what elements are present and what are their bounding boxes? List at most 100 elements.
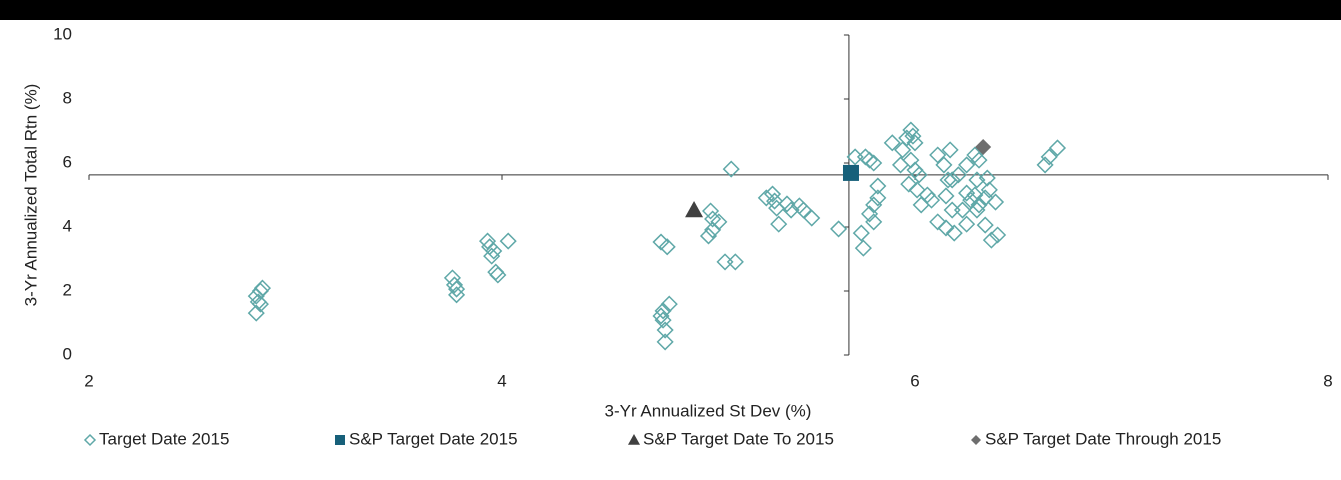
y-tick-label: 6 <box>63 152 72 171</box>
marker-diamond <box>1036 156 1054 174</box>
marker-diamond <box>929 146 947 164</box>
top-bar <box>0 0 1341 20</box>
marker-diamond <box>945 224 963 242</box>
x-tick-label: 4 <box>497 371 506 390</box>
marker-square <box>842 164 859 181</box>
marker-diamond <box>448 280 466 298</box>
marker-diamond <box>989 226 1007 244</box>
marker-diamond <box>976 189 994 207</box>
marker-diamond <box>716 253 734 271</box>
marker-triangle <box>685 201 704 218</box>
marker-diamond <box>778 195 796 213</box>
marker-diamond <box>912 196 930 214</box>
marker-diamond <box>483 247 501 265</box>
y-tick-label: 8 <box>63 88 72 107</box>
y-tick-label: 10 <box>53 24 72 43</box>
marker-diamond <box>908 181 926 199</box>
marker-diamond <box>782 201 800 219</box>
marker-diamond <box>1040 148 1058 166</box>
marker-diamond <box>654 302 672 320</box>
marker-diamond <box>726 253 744 271</box>
marker-diamond <box>652 307 670 325</box>
marker-diamond <box>949 166 967 184</box>
marker-diamond <box>958 156 976 174</box>
marker-diamond <box>846 148 864 166</box>
marker-diamond <box>1048 139 1067 157</box>
marker-diamond <box>941 141 959 159</box>
marker-diamond <box>830 220 848 238</box>
marker-diamond <box>699 227 718 245</box>
marker-diamond <box>918 186 936 204</box>
marker-diamond <box>986 193 1005 211</box>
marker-diamond <box>658 238 676 256</box>
marker-diamond <box>943 171 961 189</box>
y-tick-label: 2 <box>63 280 72 299</box>
legend-label: S&P Target Date To 2015 <box>643 429 834 448</box>
x-tick-label: 8 <box>1323 371 1332 390</box>
marker-diamond <box>489 266 507 284</box>
marker-diamond <box>766 192 784 210</box>
marker-diamond <box>251 295 269 313</box>
marker-diamond <box>906 134 924 152</box>
marker-diamond <box>803 209 821 227</box>
marker-diamond <box>485 242 503 260</box>
marker-diamond <box>968 201 986 219</box>
marker-diamond <box>487 263 505 281</box>
x-axis-title: 3-Yr Annualized St Dev (%) <box>605 401 812 420</box>
marker-diamond <box>894 141 912 159</box>
marker-diamond <box>768 199 786 217</box>
marker-diamond <box>757 189 775 207</box>
legend-label: S&P Target Date 2015 <box>349 429 518 448</box>
marker-diamond <box>922 191 941 209</box>
marker-diamond <box>937 187 955 205</box>
marker-diamond <box>869 177 887 195</box>
marker-diamond <box>962 191 980 209</box>
legend-marker <box>628 434 640 445</box>
marker-diamond <box>710 213 728 231</box>
y-tick-label: 0 <box>63 344 72 363</box>
marker-diamond <box>958 215 976 233</box>
marker-diamond <box>982 231 1000 249</box>
x-tick-label: 2 <box>84 371 93 390</box>
marker-diamond <box>852 224 870 242</box>
marker-diamond <box>943 201 961 219</box>
marker-diamond <box>704 221 722 239</box>
marker-diamond <box>883 134 901 152</box>
marker-diamond <box>968 171 986 189</box>
marker-diamond <box>770 215 788 233</box>
marker-diamond <box>499 232 517 250</box>
marker-diamond <box>656 321 674 339</box>
marker-diamond <box>891 156 910 174</box>
marker-diamond <box>980 181 998 199</box>
marker-diamond <box>976 216 994 234</box>
y-axis-title: 3-Yr Annualized Total Rtn (%) <box>21 84 40 307</box>
marker-diamond <box>854 239 872 257</box>
marker-diamond <box>865 154 883 172</box>
marker-diamond <box>970 151 988 169</box>
marker-diamond <box>910 166 928 184</box>
legend-label: Target Date 2015 <box>99 429 229 448</box>
marker-diamond <box>702 202 720 220</box>
marker-diamond <box>763 185 782 203</box>
marker-diamond <box>869 189 887 207</box>
marker-diamond <box>953 201 972 219</box>
marker-diamond <box>935 156 953 174</box>
marker-diamond <box>865 213 883 231</box>
legend-label: S&P Target Date Through 2015 <box>985 429 1221 448</box>
legend-marker <box>335 435 345 445</box>
marker-diamond <box>704 210 722 228</box>
marker-diamond <box>722 160 740 178</box>
marker-diamond <box>902 121 920 139</box>
marker-diamond <box>654 311 672 329</box>
x-tick-label: 6 <box>910 371 919 390</box>
marker-diamond <box>970 196 988 214</box>
marker-diamond <box>978 169 996 187</box>
marker-diamond <box>253 279 272 297</box>
marker-diamond <box>904 127 922 145</box>
marker-diamond <box>929 213 947 231</box>
marker-diamond <box>861 151 879 169</box>
marker-diamond <box>448 286 466 304</box>
marker-diamond <box>898 129 916 147</box>
